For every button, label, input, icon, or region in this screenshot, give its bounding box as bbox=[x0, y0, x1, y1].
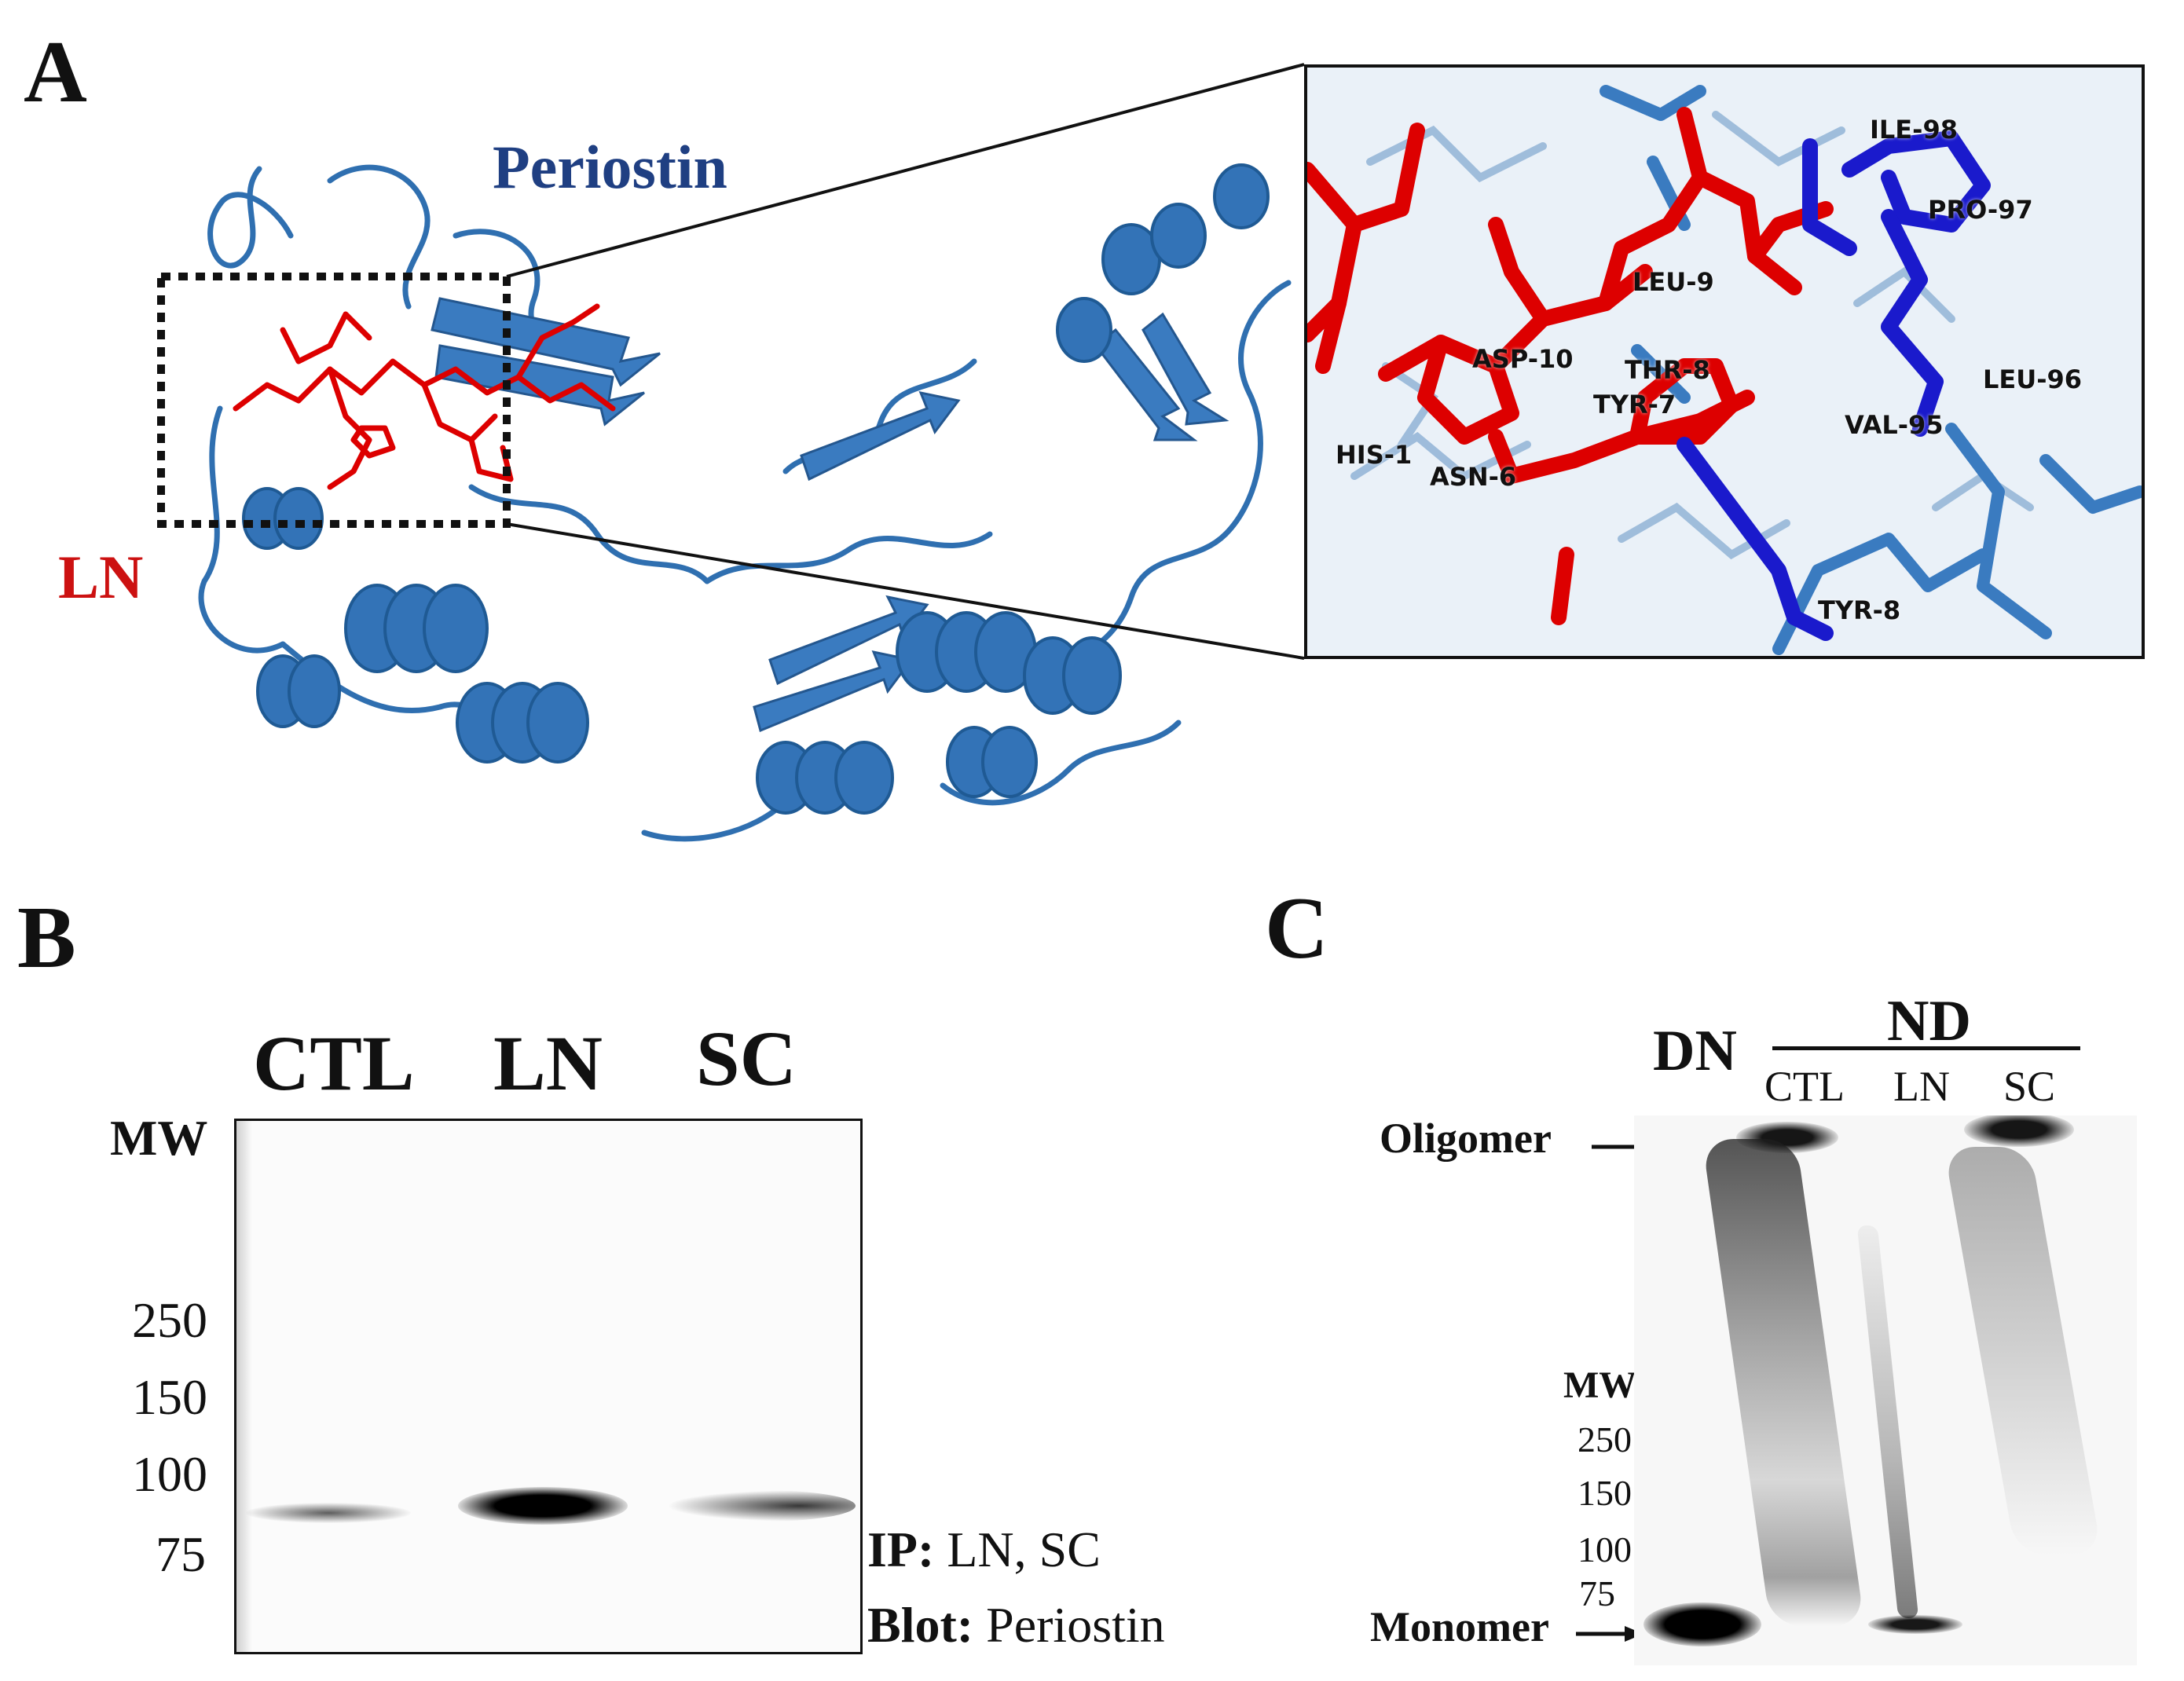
blot-left-edge-smear bbox=[236, 1121, 252, 1652]
mw-marker-250: 250 bbox=[132, 1292, 207, 1348]
monomer-label: Monomer bbox=[1370, 1602, 1549, 1651]
nd-mw-title: MW bbox=[1563, 1364, 1637, 1406]
ip-value: LN, SC bbox=[947, 1522, 1101, 1577]
zoom-inset-sticks bbox=[1307, 85, 2142, 655]
ip-key: IP: bbox=[867, 1522, 935, 1577]
lane-label-ctl: CTL bbox=[253, 1020, 415, 1107]
panel-c-letter: C bbox=[1265, 880, 1328, 977]
band-ctl bbox=[246, 1503, 411, 1523]
blot-annotation: Blot: Periostin bbox=[867, 1596, 1165, 1654]
residue-label-his: HIS-1 bbox=[1336, 440, 1413, 470]
ln-smear bbox=[1856, 1225, 1919, 1618]
residue-label-asn6: ASN-6 bbox=[1430, 462, 1517, 492]
western-blot-image bbox=[234, 1119, 863, 1654]
nd-lane-ln: LN bbox=[1893, 1063, 1950, 1110]
mw-marker-100: 100 bbox=[132, 1446, 207, 1502]
mw-title: MW bbox=[110, 1110, 208, 1166]
protein-alpha-helices bbox=[242, 163, 1270, 815]
monomer-text: Monomer bbox=[1370, 1603, 1549, 1650]
nd-mw-250: 250 bbox=[1578, 1419, 1632, 1459]
panel-a-letter: A bbox=[24, 24, 87, 121]
oligomer-label: Oligomer bbox=[1380, 1114, 1552, 1163]
band-ln bbox=[458, 1487, 628, 1525]
dn-label: DN bbox=[1653, 1019, 1737, 1083]
nd-lane-sc: SC bbox=[2003, 1063, 2056, 1110]
nd-lane-ctl: CTL bbox=[1764, 1063, 1845, 1110]
ip-annotation: IP: LN, SC bbox=[867, 1521, 1101, 1579]
mw-marker-150: 150 bbox=[132, 1369, 207, 1425]
binding-site-zoom-inset: ILE-98 PRO-97 LEU-9 ASP-10 THR-8 LEU-96 … bbox=[1304, 64, 2145, 659]
ln-monomer-band bbox=[1868, 1615, 1962, 1634]
nd-mw-150: 150 bbox=[1578, 1473, 1632, 1513]
sc-smear bbox=[1944, 1147, 2102, 1555]
protein-beta-strands bbox=[431, 297, 1229, 733]
panel-b-letter: B bbox=[17, 889, 76, 987]
zoom-line-bottom bbox=[506, 522, 1304, 660]
band-sc bbox=[667, 1490, 856, 1522]
residue-label-val95: VAL-95 bbox=[1845, 410, 1944, 440]
residue-label-pro97: PRO-97 bbox=[1928, 195, 2033, 225]
lane-label-ln: LN bbox=[493, 1020, 603, 1107]
native-gel-image bbox=[1634, 1115, 2137, 1665]
mw-marker-75: 75 bbox=[156, 1526, 206, 1582]
residue-label-thr8: THR-8 bbox=[1625, 355, 1710, 385]
oligomer-text: Oligomer bbox=[1380, 1115, 1552, 1162]
residue-label-leu9: LEU-9 bbox=[1633, 267, 1714, 297]
zoom-line-top bbox=[506, 63, 1304, 278]
blot-value: Periostin bbox=[986, 1597, 1165, 1653]
nd-bracket-line bbox=[1772, 1046, 2080, 1050]
dn-monomer-band bbox=[1643, 1602, 1761, 1646]
periostin-label: Periostin bbox=[493, 133, 727, 201]
nd-mw-75: 75 bbox=[1579, 1573, 1615, 1613]
sc-oligomer-band bbox=[1964, 1115, 2074, 1147]
residue-label-tyr8: TYR-8 bbox=[1818, 595, 1901, 625]
blot-key: Blot: bbox=[867, 1597, 974, 1653]
binding-site-dashed-box bbox=[157, 273, 511, 528]
ln-label: LN bbox=[58, 543, 144, 611]
periostin-structure-illustration bbox=[157, 63, 1304, 842]
residue-label-ile98: ILE-98 bbox=[1870, 115, 1958, 145]
nd-label: ND bbox=[1887, 989, 1971, 1053]
ctl-smear bbox=[1702, 1139, 1865, 1626]
lane-label-sc: SC bbox=[696, 1015, 797, 1102]
residue-label-leu96: LEU-96 bbox=[1983, 364, 2083, 394]
residue-label-tyr7: TYR-7 bbox=[1593, 390, 1676, 419]
ln-ligand-sticks bbox=[233, 303, 616, 490]
residue-label-asp10: ASP-10 bbox=[1472, 344, 1574, 374]
nd-mw-100: 100 bbox=[1578, 1529, 1632, 1569]
